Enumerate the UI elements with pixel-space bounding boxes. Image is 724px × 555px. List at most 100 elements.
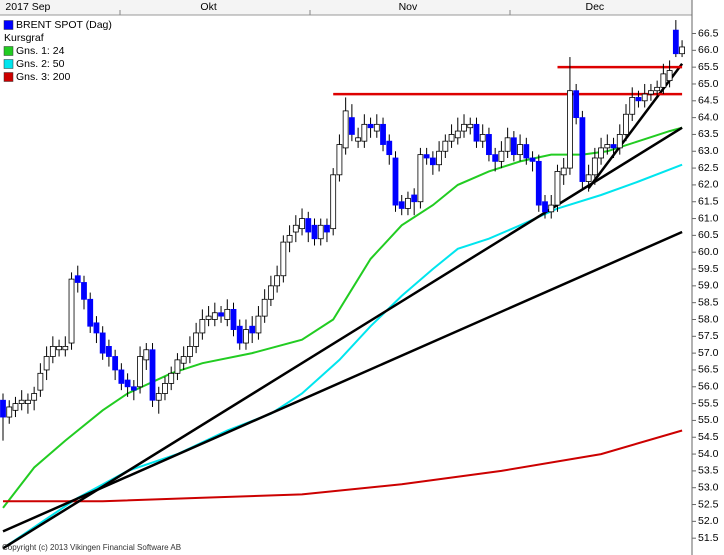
- y-tick-label: 51.5: [698, 532, 719, 544]
- candle-body: [180, 356, 187, 364]
- candle-body: [274, 275, 281, 287]
- candle-body: [567, 90, 573, 169]
- candle-body: [25, 399, 31, 404]
- candle-body: [436, 150, 443, 166]
- candle-body: [205, 315, 212, 320]
- candle-body: [591, 157, 598, 176]
- time-strip: [0, 0, 692, 15]
- legend-swatch: [3, 59, 14, 69]
- candle-body: [517, 144, 523, 156]
- candle-body: [510, 137, 517, 156]
- candle-body: [199, 319, 206, 334]
- candle-body: [74, 275, 81, 283]
- candle-body: [392, 157, 399, 206]
- candle-body: [62, 346, 69, 351]
- candle-body: [317, 224, 324, 240]
- candle-body: [405, 197, 411, 209]
- candle-body: [12, 403, 19, 411]
- candle-body: [492, 154, 499, 162]
- candle-body: [286, 234, 293, 243]
- y-tick-label: 56.0: [698, 381, 719, 393]
- y-tick-label: 54.0: [698, 448, 719, 460]
- candle-body: [56, 346, 62, 351]
- candle-body: [311, 224, 318, 240]
- legend-swatch: [3, 46, 14, 56]
- candle-body: [162, 383, 168, 394]
- x-tick-label: Dec: [586, 1, 605, 13]
- candle-body: [249, 325, 256, 334]
- candle-body: [679, 46, 685, 55]
- candle-body: [629, 97, 636, 115]
- candle-body: [18, 399, 25, 404]
- candle-body: [93, 322, 100, 334]
- candle-body: [43, 356, 50, 371]
- trend-line: [2, 230, 683, 533]
- candle-body: [573, 90, 580, 119]
- moving-average: [2, 126, 683, 509]
- candle-body: [504, 137, 511, 152]
- candle-body: [155, 393, 162, 401]
- candle-body: [168, 372, 175, 384]
- candle-body: [230, 308, 237, 330]
- candle-body: [423, 154, 430, 159]
- candle-body: [454, 130, 461, 139]
- y-tick-label: 54.5: [698, 431, 719, 443]
- candle-body: [37, 372, 44, 391]
- candle-body: [124, 379, 131, 388]
- candle-body: [81, 282, 87, 300]
- y-tick-label: 52.0: [698, 515, 719, 527]
- y-tick-label: 55.0: [698, 414, 719, 426]
- y-tick-label: 56.5: [698, 364, 719, 376]
- y-tick-label: 59.0: [698, 280, 719, 292]
- candle-body: [523, 144, 530, 159]
- plot-area: [0, 20, 685, 550]
- candle-body: [299, 218, 305, 230]
- candle-body: [648, 90, 654, 95]
- candle-body: [149, 349, 156, 401]
- candle-body: [224, 308, 231, 320]
- candle-body: [467, 123, 474, 129]
- legend-label: Gns. 3: 200: [16, 71, 70, 83]
- candle-body: [130, 386, 137, 391]
- candle-body: [672, 29, 679, 55]
- candle-body: [380, 123, 386, 145]
- candle-body: [479, 134, 486, 142]
- candle-body: [118, 369, 125, 384]
- y-tick-label: 62.5: [698, 162, 719, 174]
- candle-body: [560, 167, 567, 176]
- candle-body: [429, 157, 436, 166]
- x-tick-label: Nov: [399, 1, 418, 13]
- candle-body: [99, 332, 106, 354]
- candle-body: [486, 134, 492, 156]
- x-tick-label: 2017 Sep: [5, 1, 50, 13]
- candle-body: [218, 312, 224, 317]
- y-tick-label: 66.5: [698, 27, 719, 39]
- y-tick-label: 64.0: [698, 111, 719, 123]
- y-tick-label: 60.0: [698, 246, 719, 258]
- candle-body: [355, 137, 362, 142]
- y-tick-label: 59.5: [698, 263, 719, 275]
- candle-body: [367, 123, 374, 129]
- y-tick-label: 53.0: [698, 481, 719, 493]
- candle-body: [623, 113, 629, 135]
- candle-body: [554, 171, 561, 206]
- y-tick-label: 61.0: [698, 212, 719, 224]
- candle-body: [348, 117, 355, 135]
- candle-body: [498, 150, 505, 162]
- candle-body: [186, 346, 193, 357]
- candle-body: [635, 97, 642, 102]
- candle-body: [174, 359, 181, 374]
- candle-body: [386, 140, 393, 156]
- legend-swatch: [3, 72, 14, 82]
- y-tick-label: 61.5: [698, 196, 719, 208]
- candle-body: [398, 201, 405, 209]
- candle-body: [137, 356, 143, 388]
- candle-body: [666, 70, 673, 82]
- candle-body: [112, 356, 119, 371]
- candle-body: [461, 123, 467, 132]
- candle-body: [361, 123, 368, 142]
